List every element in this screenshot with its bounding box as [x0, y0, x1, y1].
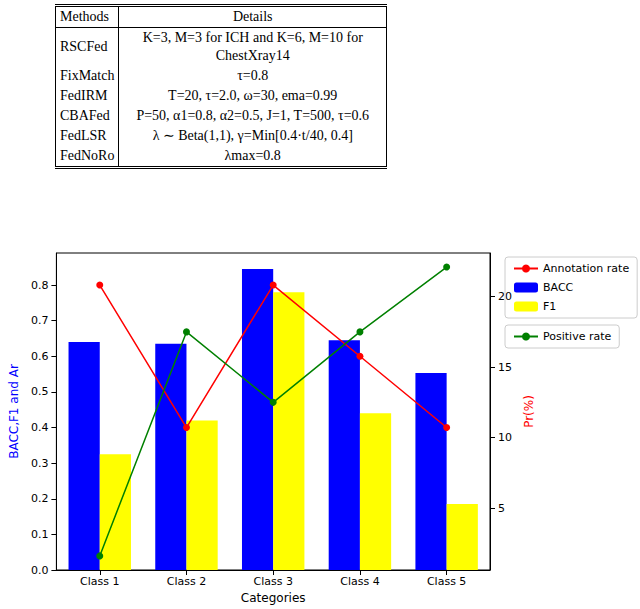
svg-text:Class 5: Class 5: [427, 575, 466, 588]
html-text:T=20, τ=2.0, ω=30, ema=0.99: T=20, τ=2.0, ω=30, ema=0.99: [168, 88, 338, 103]
svg-text:F1: F1: [543, 300, 556, 313]
svg-text:0.0: 0.0: [31, 564, 49, 577]
svg-text:Annotation rate: Annotation rate: [543, 262, 629, 275]
html-text:τ=0.8: τ=0.8: [237, 68, 269, 83]
html-text:FedLSR: FedLSR: [60, 128, 107, 143]
svg-text:0.1: 0.1: [31, 528, 49, 541]
svg-text:0.3: 0.3: [31, 457, 49, 470]
svg-text:0.8: 0.8: [31, 279, 49, 292]
svg-text:Class 1: Class 1: [80, 575, 119, 588]
html-text:CBAFed: CBAFed: [60, 108, 110, 123]
html-text:P=50, α1=0.8, α2=0.5, J=1, T=5: P=50, α1=0.8, α2=0.5, J=1, T=500, τ=0.6: [136, 108, 370, 123]
svg-text:Categories: Categories: [241, 591, 306, 605]
svg-text:10: 10: [498, 431, 512, 444]
svg-text:0.7: 0.7: [31, 314, 49, 327]
svg-text:0.5: 0.5: [31, 385, 49, 398]
html-text:FedIRM: FedIRM: [60, 88, 108, 103]
svg-text:0.2: 0.2: [31, 492, 49, 505]
html-text:FedNoRo: FedNoRo: [60, 148, 115, 163]
html-text:λmax=0.8: λmax=0.8: [224, 148, 281, 163]
svg-text:Class 2: Class 2: [167, 575, 206, 588]
svg-text:0.4: 0.4: [31, 421, 49, 434]
html-text:RSCFed: RSCFed: [60, 39, 108, 54]
svg-text:0.6: 0.6: [31, 350, 49, 363]
html-text:λ ∼ Beta(1,1), γ=Min[0.4·t/40,: λ ∼ Beta(1,1), γ=Min[0.4·t/40, 0.4]: [152, 128, 353, 143]
html-text:Details: Details: [232, 9, 273, 24]
svg-text:Class 4: Class 4: [340, 575, 379, 588]
svg-text:BACC: BACC: [543, 281, 574, 294]
svg-text:Class 3: Class 3: [253, 575, 292, 588]
svg-text:15: 15: [498, 361, 512, 374]
svg-text:BACC,F1 and Ar: BACC,F1 and Ar: [7, 364, 21, 459]
html-text:K=3, M=3 for ICH and K=6, M=10: K=3, M=3 for ICH and K=6, M=10 for Chest…: [142, 30, 363, 63]
svg-text:Pr(%): Pr(%): [522, 395, 536, 428]
svg-text:5: 5: [498, 502, 505, 515]
svg-text:Positive rate: Positive rate: [543, 330, 611, 343]
html-text:FixMatch: FixMatch: [60, 68, 115, 83]
html-text:Methods: Methods: [60, 9, 109, 24]
